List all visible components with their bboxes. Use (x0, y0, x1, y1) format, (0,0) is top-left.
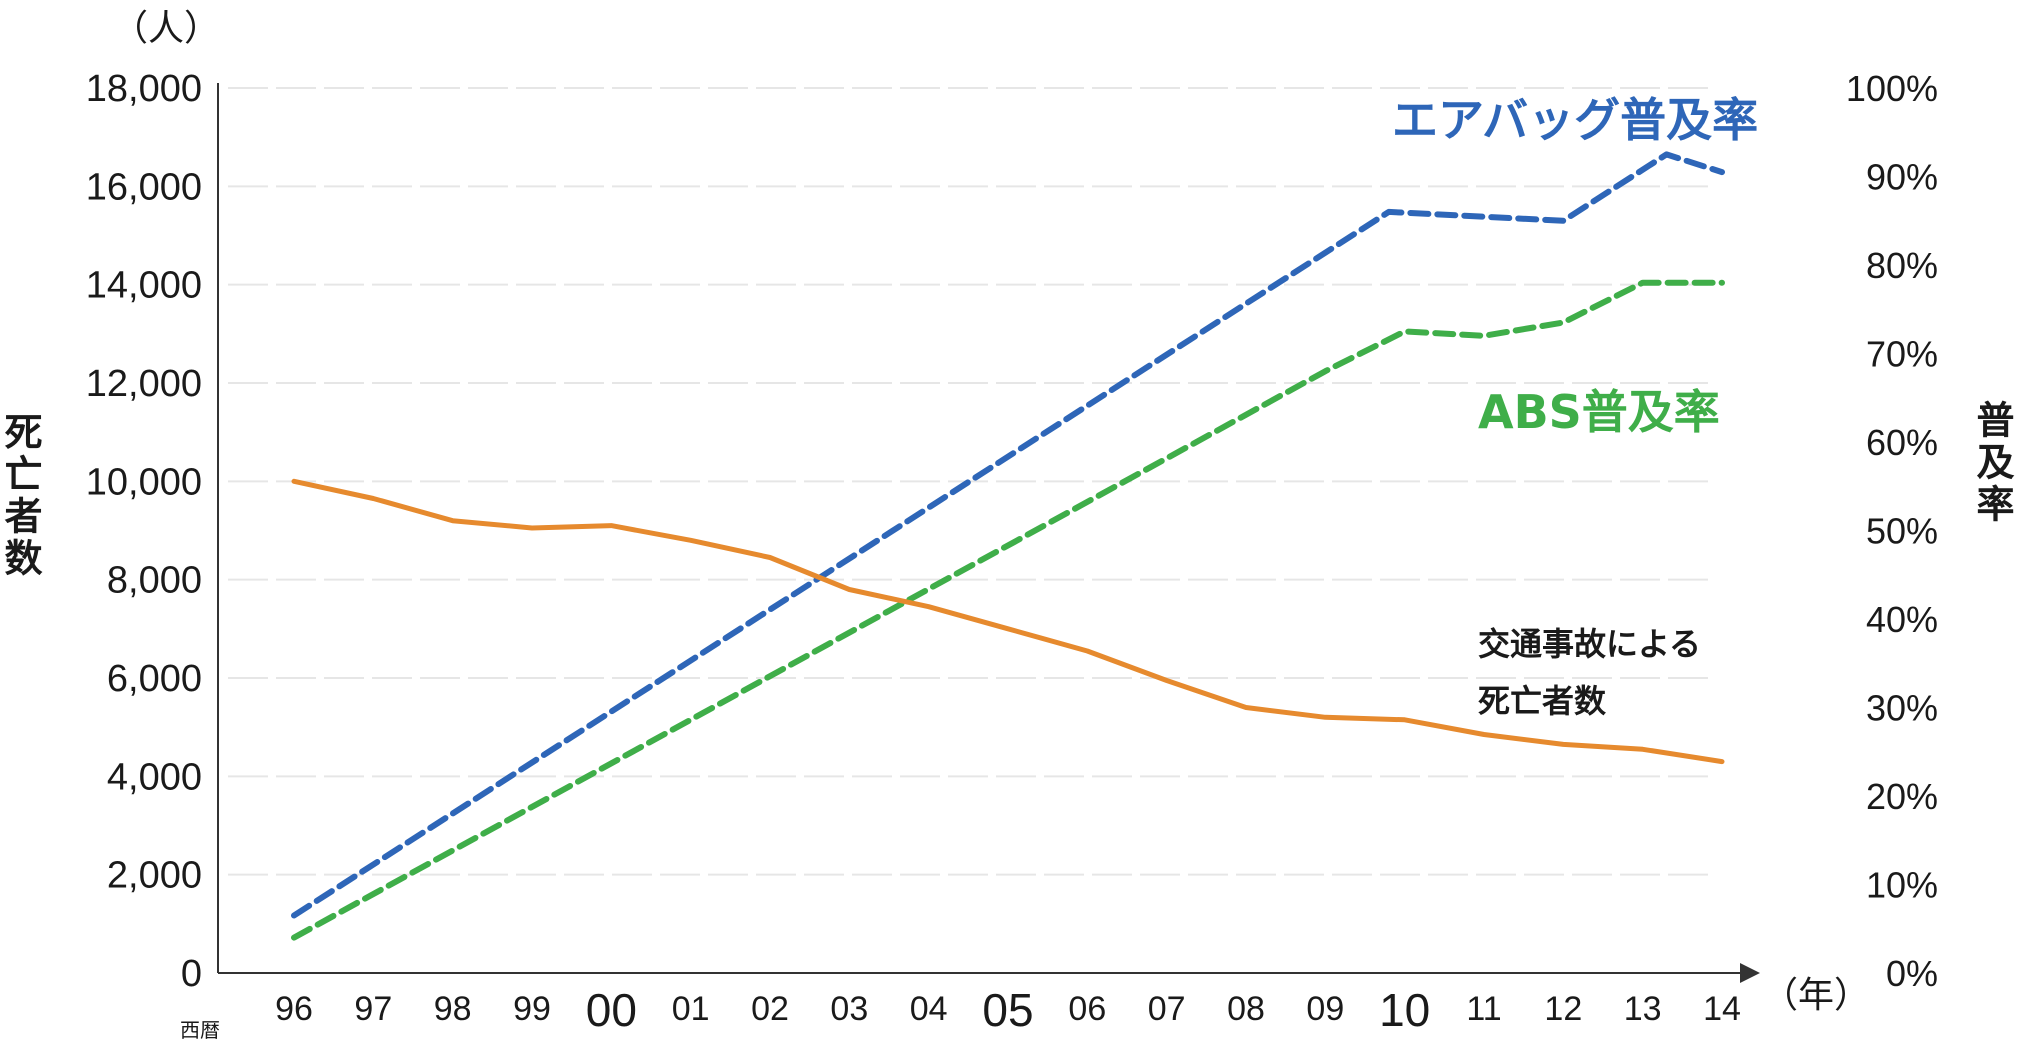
right-tick-label: 0% (1886, 953, 1938, 994)
x-tick-label: 06 (1068, 990, 1106, 1028)
x-tick-label: 01 (672, 990, 710, 1028)
x-tick-label: 97 (354, 990, 392, 1028)
x-tick-label: 09 (1306, 990, 1344, 1028)
x-axis-unit: （年） (1762, 975, 1870, 1016)
right-tick-label: 20% (1866, 776, 1938, 817)
right-axis-label: 普及率 (1970, 400, 2014, 526)
axes: 0 2,000 4,000 6,000 8,000 10,000 12,000 14,000 1… (86, 68, 1938, 1036)
x-tick-label: 99 (513, 990, 551, 1028)
x-tick-label: 04 (910, 990, 948, 1028)
fatalities-series-label-line1: 交通事故による (1478, 625, 1701, 663)
left-tick-label: 2,000 (107, 855, 202, 897)
left-tick-label: 18,000 (86, 68, 202, 110)
abs-series-label: ABS普及率 (1478, 385, 1720, 439)
right-tick-label: 90% (1866, 157, 1938, 198)
series-lines (291, 151, 1725, 941)
right-tick-label: 60% (1866, 422, 1938, 463)
x-tick-label: 14 (1703, 990, 1741, 1028)
right-tick-label: 10% (1866, 865, 1938, 906)
series-line-2 (291, 478, 1725, 765)
series-line-0 (291, 151, 1725, 919)
x-axis-prefix: 西暦 (180, 1018, 220, 1042)
left-tick-label: 4,000 (107, 756, 202, 798)
x-tick-label: 10 (1379, 984, 1430, 1036)
series-line-1 (291, 279, 1725, 941)
x-tick-label: 03 (830, 990, 868, 1028)
x-tick-label: 00 (586, 984, 637, 1036)
right-tick-label: 80% (1866, 245, 1938, 286)
right-tick-label: 40% (1866, 599, 1938, 640)
right-tick-label: 70% (1866, 334, 1938, 375)
gridlines (228, 87, 1715, 876)
left-axis-unit: （人） (112, 8, 220, 49)
airbag-series-label: エアバッグ普及率 (1392, 93, 1758, 147)
left-tick-label: 12,000 (86, 363, 202, 405)
left-tick-label: 6,000 (107, 658, 202, 700)
left-tick-label: 8,000 (107, 560, 202, 602)
right-tick-label: 50% (1866, 511, 1938, 552)
right-tick-label: 100% (1846, 68, 1938, 109)
x-tick-label: 96 (275, 990, 313, 1028)
x-tick-label: 02 (751, 990, 789, 1028)
x-axis-arrowhead (1740, 963, 1760, 983)
left-tick-label: 10,000 (86, 461, 202, 503)
x-tick-label: 12 (1544, 990, 1582, 1028)
left-axis-label: 死亡者数 (0, 412, 42, 580)
right-tick-label: 30% (1866, 688, 1938, 729)
fatalities-series-label-line2: 死亡者数 (1478, 682, 1607, 720)
x-tick-label: 13 (1624, 990, 1662, 1028)
left-tick-label: 0 (181, 953, 202, 995)
x-tick-label: 11 (1466, 990, 1501, 1028)
x-tick-label: 07 (1148, 990, 1186, 1028)
left-tick-label: 16,000 (86, 166, 202, 208)
x-tick-label: 08 (1227, 990, 1265, 1028)
x-tick-label: 98 (434, 990, 472, 1028)
left-tick-label: 14,000 (86, 265, 202, 307)
x-tick-label: 05 (982, 984, 1033, 1036)
